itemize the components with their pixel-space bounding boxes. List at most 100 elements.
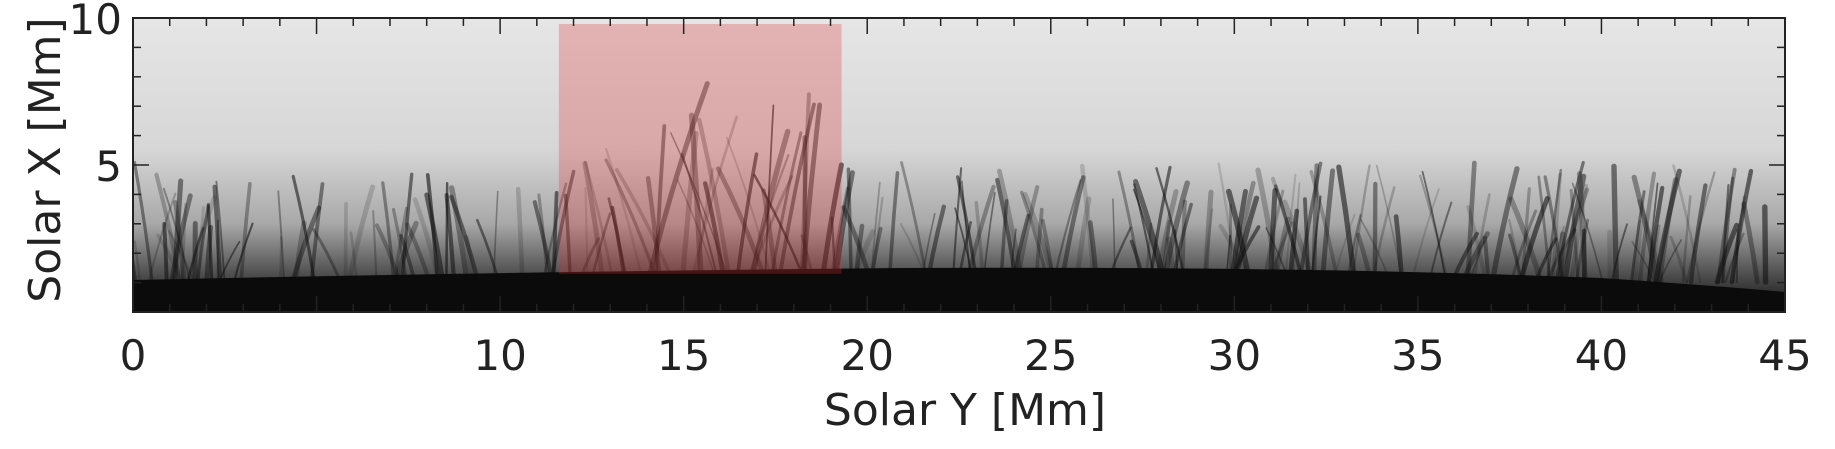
spicule-strand <box>725 136 774 283</box>
spicule-strand <box>1551 172 1562 284</box>
spicule-strand <box>277 190 285 283</box>
spicule-strand <box>1489 166 1520 285</box>
spicule-strand <box>1647 182 1659 283</box>
spicule-strand <box>400 172 414 284</box>
spicule-strand <box>156 233 185 284</box>
x-tick-label: 30 <box>1208 331 1261 380</box>
spicule-strand <box>239 182 252 284</box>
spicule-strand <box>1653 168 1682 285</box>
spicule-strand <box>1688 183 1708 285</box>
spicule-strand <box>215 180 226 283</box>
spicule-strand <box>746 154 790 284</box>
spicule-strand <box>1762 204 1769 285</box>
spicule-strand <box>604 158 659 284</box>
spicule-strand <box>1537 175 1552 284</box>
spicule-strand <box>1631 219 1644 285</box>
x-tick-label: 15 <box>657 331 710 380</box>
spicule-strand <box>147 192 177 283</box>
x-tick-label: 10 <box>473 331 526 380</box>
spicule-strand <box>444 192 457 285</box>
spicule-strand <box>515 186 525 285</box>
solar-image <box>133 18 1785 312</box>
spicule-strand <box>800 102 823 285</box>
spicule-strand <box>769 131 803 284</box>
spicule-strand <box>172 178 184 285</box>
spicule-strand <box>1372 181 1378 285</box>
spicule-strand <box>1631 241 1656 283</box>
spicule-strand <box>412 197 442 285</box>
x-tick-label: 45 <box>1758 331 1811 380</box>
spicule-strand <box>582 160 606 285</box>
spicule-strand <box>615 168 675 284</box>
spicule-strand <box>688 112 704 285</box>
spicule-strand <box>802 135 808 285</box>
spicule-strand <box>799 92 811 284</box>
spicule-strand <box>1297 161 1323 284</box>
axis-ticks <box>132 17 1786 313</box>
y-tick-label: 5 <box>95 142 122 191</box>
spicule-strand <box>196 204 210 284</box>
spicule-strand <box>173 200 187 285</box>
spicule-strand <box>1657 177 1678 285</box>
spicule-strand <box>290 205 322 285</box>
spicule-strand <box>1418 174 1449 284</box>
spicule-strand <box>715 166 769 285</box>
spicule-strand <box>381 181 396 284</box>
spicule-strand <box>1637 171 1657 285</box>
spicule-strand <box>694 167 715 284</box>
spicule-strand <box>206 203 214 284</box>
spicule-strand <box>653 124 667 284</box>
x-tick-label: 40 <box>1575 331 1628 380</box>
spicule-strand <box>233 222 254 284</box>
spicule-strand <box>133 253 138 284</box>
spicule-strand <box>1569 188 1580 284</box>
spicule-strand <box>1421 170 1447 283</box>
spicule-strand <box>670 132 730 283</box>
x-axis-label: Solar Y [Mm] <box>824 385 1106 436</box>
spicule-strand <box>1546 168 1563 284</box>
spicule-strand <box>1562 173 1587 285</box>
spicule-strand <box>492 190 499 283</box>
spicule-strand <box>162 221 169 284</box>
spicule-strand <box>162 187 191 283</box>
spicule-strand <box>186 195 217 285</box>
spicule-strand <box>154 172 182 285</box>
spicule-strand <box>697 117 733 285</box>
spicule-strand <box>1724 232 1745 284</box>
spicule-strand <box>777 102 816 284</box>
spicule-strand <box>1672 164 1702 284</box>
spicule-strand <box>1569 183 1589 285</box>
spicule-strand <box>1465 160 1477 285</box>
spicule-strand <box>186 226 205 284</box>
spicule-strand <box>212 184 223 285</box>
spicule-strand <box>449 194 481 285</box>
spicule-strand <box>1729 168 1754 285</box>
spicule-strand <box>1472 193 1491 284</box>
spicule-strand <box>1309 169 1340 284</box>
spicule-strand <box>168 230 196 283</box>
spicule-strand <box>690 115 739 284</box>
spicule-strand <box>1610 223 1628 283</box>
spicule-strand <box>1554 160 1585 284</box>
spicule-strand <box>1607 229 1613 285</box>
spicule-strand <box>1681 195 1692 284</box>
x-tick-label: 20 <box>840 331 893 380</box>
spicule-strand <box>169 193 193 285</box>
spicule-strand <box>425 173 440 284</box>
spicule-strand <box>734 152 759 284</box>
spicule-strand <box>679 130 699 285</box>
y-axis-label: Solar X [Mm] <box>20 17 71 302</box>
x-tick-label: 35 <box>1391 331 1444 380</box>
spicule-strand <box>1646 185 1665 285</box>
y-tick-labels: 5 10 <box>69 0 122 191</box>
highlight-region <box>558 24 842 274</box>
spicule-strand <box>1521 187 1531 284</box>
spicule-strand <box>1557 231 1566 285</box>
spicule-strand <box>1319 168 1336 285</box>
spicule-strand <box>1375 164 1404 283</box>
spicule-strand <box>1631 174 1660 285</box>
spicule-strand <box>681 153 720 283</box>
spicule-strand <box>1611 163 1619 285</box>
spicule-strand <box>1571 182 1604 283</box>
